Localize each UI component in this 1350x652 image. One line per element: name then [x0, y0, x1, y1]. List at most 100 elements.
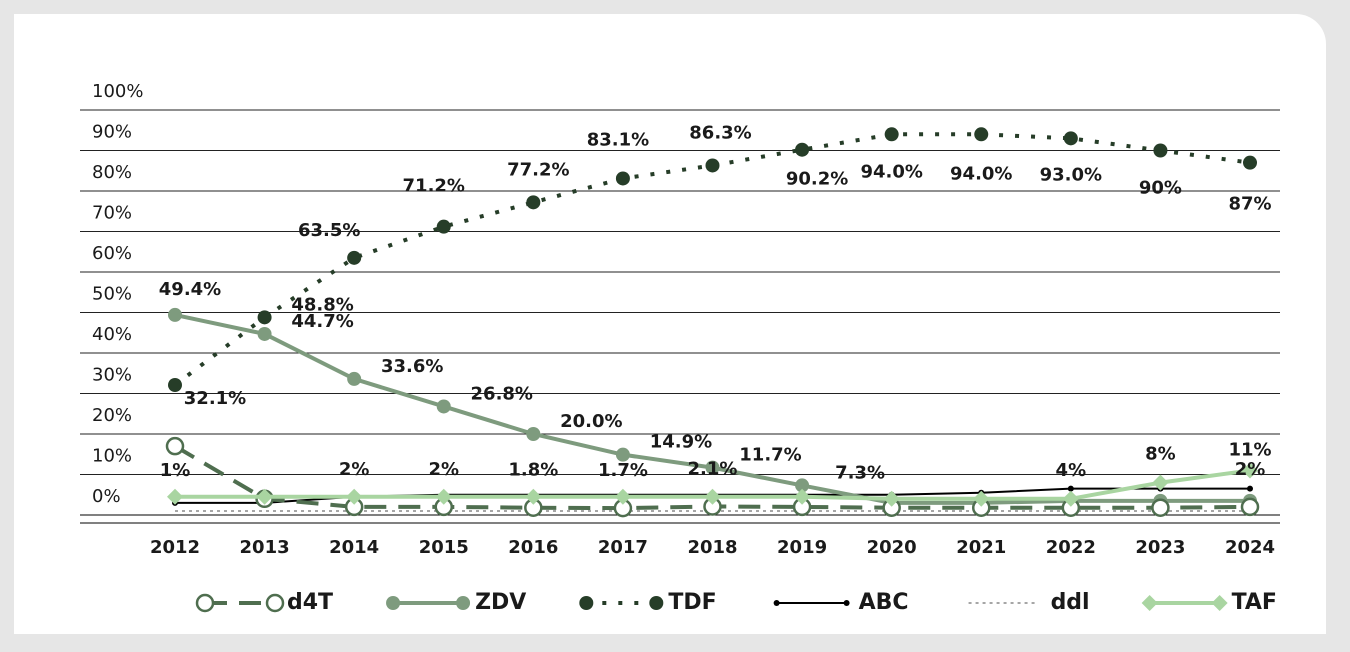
data-label: 11.7%	[739, 445, 801, 466]
marker	[386, 596, 401, 610]
marker	[525, 488, 542, 505]
x-tick-label: 2019	[777, 537, 827, 558]
data-label: 71.2%	[403, 176, 465, 197]
marker	[346, 488, 363, 505]
data-label: 63.5%	[298, 220, 360, 241]
marker	[257, 326, 272, 341]
y-tick-label: 100%	[92, 81, 143, 102]
data-label: 83.1%	[587, 129, 649, 150]
y-tick-label: 20%	[92, 405, 132, 426]
x-tick-label: 2018	[687, 537, 737, 558]
marker	[1141, 595, 1158, 611]
data-label: 87%	[1228, 194, 1271, 215]
data-label: 1%	[160, 460, 191, 481]
marker	[649, 596, 664, 610]
x-tick-label: 2017	[598, 537, 648, 558]
data-label: 77.2%	[507, 159, 569, 180]
marker	[615, 447, 630, 462]
x-tick-label: 2015	[419, 537, 469, 558]
data-label: 32.1%	[184, 388, 246, 409]
data-label: 14.9%	[650, 432, 712, 453]
marker	[435, 488, 452, 505]
y-tick-label: 80%	[92, 162, 132, 183]
marker	[347, 250, 362, 265]
marker	[1063, 131, 1078, 146]
card	[14, 14, 1326, 634]
x-tick-label: 2016	[508, 537, 558, 558]
data-label: 94.0%	[860, 161, 922, 182]
marker	[436, 399, 451, 414]
data-label: 2%	[1235, 459, 1266, 480]
legend-label: ZDV	[475, 590, 526, 615]
legend-label: TDF	[668, 590, 716, 615]
marker	[1242, 462, 1258, 479]
marker	[526, 195, 541, 210]
data-label: 48.8%	[291, 294, 353, 315]
y-tick-label: 30%	[92, 365, 132, 386]
x-tick-label: 2013	[240, 537, 290, 558]
legend-label: ddl	[1051, 590, 1090, 615]
marker	[1152, 474, 1169, 491]
marker	[168, 377, 182, 392]
marker	[1243, 155, 1257, 170]
y-tick-label: 50%	[92, 284, 132, 305]
x-tick-label: 2012	[150, 537, 200, 558]
legend-label: ABC	[859, 590, 909, 615]
data-label: 7.3%	[835, 462, 885, 483]
marker	[704, 488, 721, 505]
marker	[614, 488, 631, 505]
data-label: 86.3%	[689, 122, 751, 143]
marker	[1240, 497, 1260, 517]
marker	[973, 490, 990, 507]
marker	[195, 593, 215, 613]
marker	[1153, 143, 1168, 158]
marker	[579, 596, 594, 610]
data-label: 90.2%	[786, 169, 848, 190]
data-label: 2.1%	[688, 458, 738, 479]
data-label: 33.6%	[381, 356, 443, 377]
y-tick-label: 0%	[92, 486, 121, 507]
marker	[526, 427, 541, 441]
marker	[795, 478, 810, 493]
x-tick-label: 2014	[329, 537, 379, 558]
marker	[167, 488, 183, 505]
data-label: 1.8%	[508, 460, 558, 481]
marker	[456, 596, 471, 610]
y-tick-label: 70%	[92, 203, 132, 224]
data-label: 26.8%	[471, 383, 533, 404]
marker	[1151, 498, 1170, 517]
marker	[265, 593, 285, 613]
marker	[795, 142, 810, 157]
x-tick-label: 2021	[956, 537, 1006, 558]
y-tick-label: 90%	[92, 122, 132, 143]
data-label: 94.0%	[950, 163, 1012, 184]
marker	[705, 158, 720, 173]
marker	[168, 307, 182, 322]
y-tick-label: 60%	[92, 243, 132, 264]
data-label: 2%	[428, 459, 459, 480]
marker	[773, 600, 780, 606]
x-tick-label: 2023	[1135, 537, 1185, 558]
marker	[436, 219, 451, 234]
marker	[1211, 595, 1228, 611]
legend-label: d4T	[287, 590, 333, 615]
marker	[883, 490, 900, 507]
x-tick-label: 2020	[867, 537, 917, 558]
marker	[705, 460, 720, 475]
marker	[843, 600, 850, 606]
data-label: 8%	[1145, 444, 1176, 465]
marker	[1062, 490, 1079, 507]
marker	[794, 488, 811, 505]
data-label: 49.4%	[159, 279, 221, 300]
x-tick-label: 2024	[1225, 537, 1275, 558]
y-tick-label: 10%	[92, 446, 132, 467]
data-label: 2%	[339, 459, 370, 480]
data-label: 4%	[1056, 460, 1087, 481]
data-label: 11%	[1228, 439, 1271, 460]
legend-label: TAF	[1232, 590, 1277, 615]
y-tick-label: 40%	[92, 324, 132, 345]
marker	[974, 127, 989, 142]
marker	[1247, 485, 1253, 492]
data-label: 20.0%	[560, 411, 622, 432]
